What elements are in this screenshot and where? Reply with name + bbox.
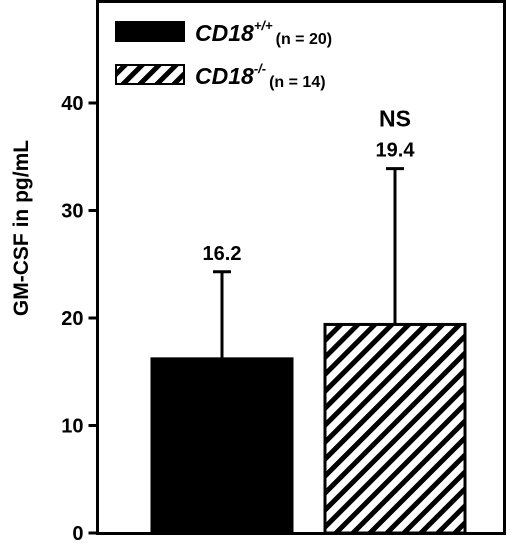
y-axis-label: GM-CSF in pg/mL xyxy=(10,140,33,316)
legend-1-base: CD18 xyxy=(195,20,254,46)
bar-2 xyxy=(323,322,467,535)
legend-2-sup: -/- xyxy=(254,61,266,76)
legend-entry-2: CD18-/-(n = 14) xyxy=(195,61,326,91)
y-tick-label: 30 xyxy=(61,201,83,223)
legend-2-n: (n = 14) xyxy=(269,74,325,91)
y-tick-label: 0 xyxy=(72,523,83,545)
y-tick-label: 40 xyxy=(61,93,83,115)
y-axis: 0 10 20 30 40 xyxy=(61,93,98,545)
y-tick-label: 20 xyxy=(61,308,83,330)
significance-label: NS xyxy=(379,106,411,132)
bar-value-label-2: 19.4 xyxy=(376,140,416,162)
legend-swatch-solid xyxy=(115,21,185,42)
legend-2-base: CD18 xyxy=(195,63,254,89)
bars-group: 16.2 19.4 NS xyxy=(150,106,467,535)
bar-value-label-1: 16.2 xyxy=(203,243,242,265)
bar-1 xyxy=(150,357,294,535)
legend-entry-1: CD18+/+(n = 20) xyxy=(195,18,332,48)
legend-swatch-hatched xyxy=(115,64,185,85)
plot-frame xyxy=(96,0,506,535)
legend-1-sup: +/+ xyxy=(254,18,273,33)
y-tick-label: 10 xyxy=(61,416,83,438)
legend: CD18+/+(n = 20) CD18-/-(n = 14) xyxy=(115,18,332,91)
legend-1-n: (n = 20) xyxy=(276,31,332,48)
